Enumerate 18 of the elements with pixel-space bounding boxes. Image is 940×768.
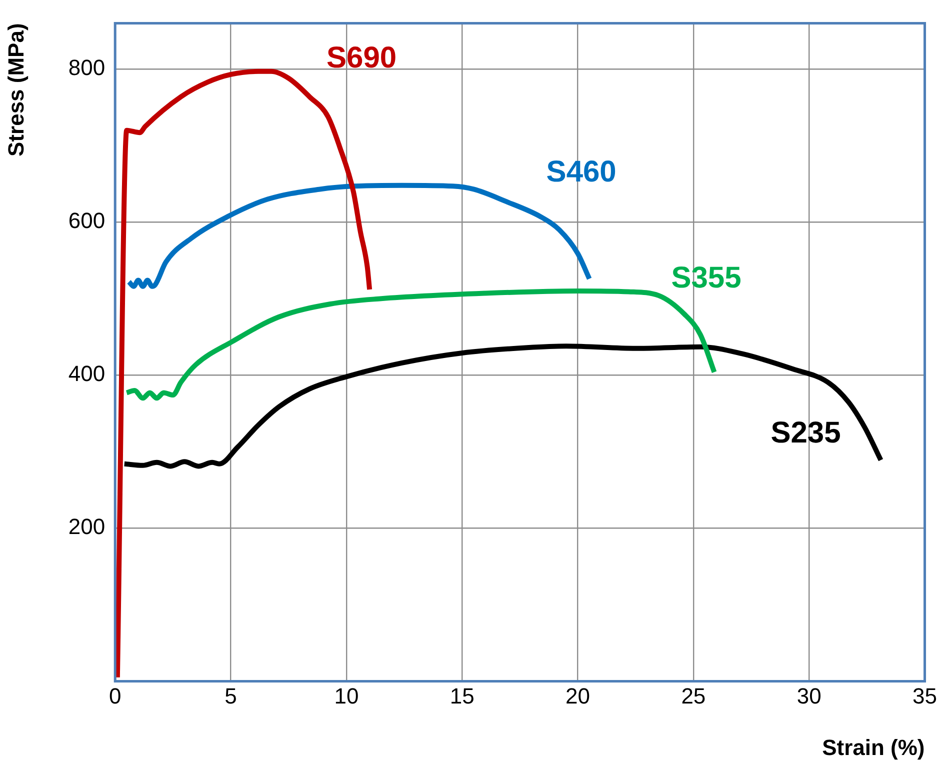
y-tick-label: 200	[68, 514, 106, 540]
series-label: S690	[326, 42, 397, 75]
x-tick-label: 5	[224, 683, 237, 708]
y-tick-label: 800	[68, 55, 106, 80]
x-tick-label: 35	[912, 683, 938, 708]
y-tick-label: 600	[68, 208, 106, 234]
x-tick-label: 0	[108, 683, 122, 708]
x-tick-label: 25	[681, 683, 706, 708]
x-axis-title: Strain (%)	[822, 734, 925, 760]
x-tick-label: 20	[566, 683, 590, 708]
y-tick-label: 400	[68, 361, 106, 386]
x-tick-label: 10	[334, 683, 359, 708]
series-label: S355	[671, 261, 742, 294]
y-axis-title: Stress (MPa)	[3, 23, 28, 156]
x-tick-label: 15	[450, 683, 474, 708]
series-label: S235	[770, 416, 841, 450]
series-label: S460	[546, 156, 616, 189]
x-tick-label: 30	[796, 683, 822, 708]
